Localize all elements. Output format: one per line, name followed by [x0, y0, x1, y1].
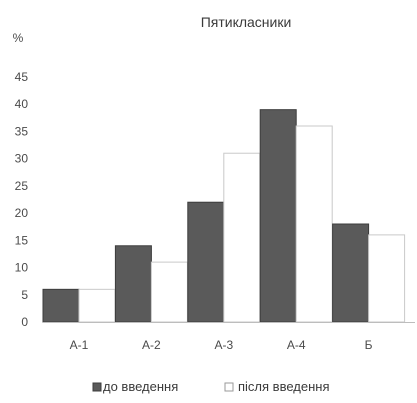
y-tick-label: 15: [15, 233, 29, 247]
y-tick-label: 10: [15, 261, 29, 275]
y-tick-label: 0: [21, 315, 28, 329]
bar-before-1: [43, 289, 79, 322]
y-tick-label: 30: [15, 152, 29, 166]
legend-swatch-after: [225, 383, 233, 391]
bar-before-2: [115, 246, 151, 322]
bar-after-3: [224, 153, 260, 322]
chart-title: Пятикласники: [201, 14, 292, 30]
bar-after-2: [151, 262, 187, 322]
y-axis-ticks: 0 5 10 15 20 25 30 35 40 45: [15, 70, 29, 329]
y-tick-label: 40: [15, 97, 29, 111]
y-tick-label: 35: [15, 124, 29, 138]
bar-before-3: [188, 202, 224, 322]
legend-swatch-before: [93, 383, 101, 391]
x-tick-label: А-3: [214, 338, 233, 352]
legend-label-before: до введення: [103, 379, 178, 394]
x-tick-label: А-1: [70, 338, 89, 352]
x-tick-label: А-2: [142, 338, 161, 352]
legend-label-after: після введення: [238, 379, 330, 394]
bar-after-5: [369, 235, 405, 322]
y-tick-label: 20: [15, 206, 29, 220]
x-tick-label: Б: [365, 338, 373, 352]
y-axis-label: %: [13, 31, 24, 45]
bars: [43, 110, 405, 322]
x-tick-label: А-4: [287, 338, 306, 352]
bar-after-4: [296, 126, 332, 322]
bar-after-1: [79, 289, 115, 322]
bar-before-5: [333, 224, 369, 322]
legend: до введення після введення: [93, 379, 330, 394]
y-tick-label: 45: [15, 70, 29, 84]
y-tick-label: 5: [21, 288, 28, 302]
y-tick-label: 25: [15, 179, 29, 193]
bar-before-4: [260, 110, 296, 322]
x-axis-ticks: А-1 А-2 А-3 А-4 Б: [70, 338, 373, 352]
